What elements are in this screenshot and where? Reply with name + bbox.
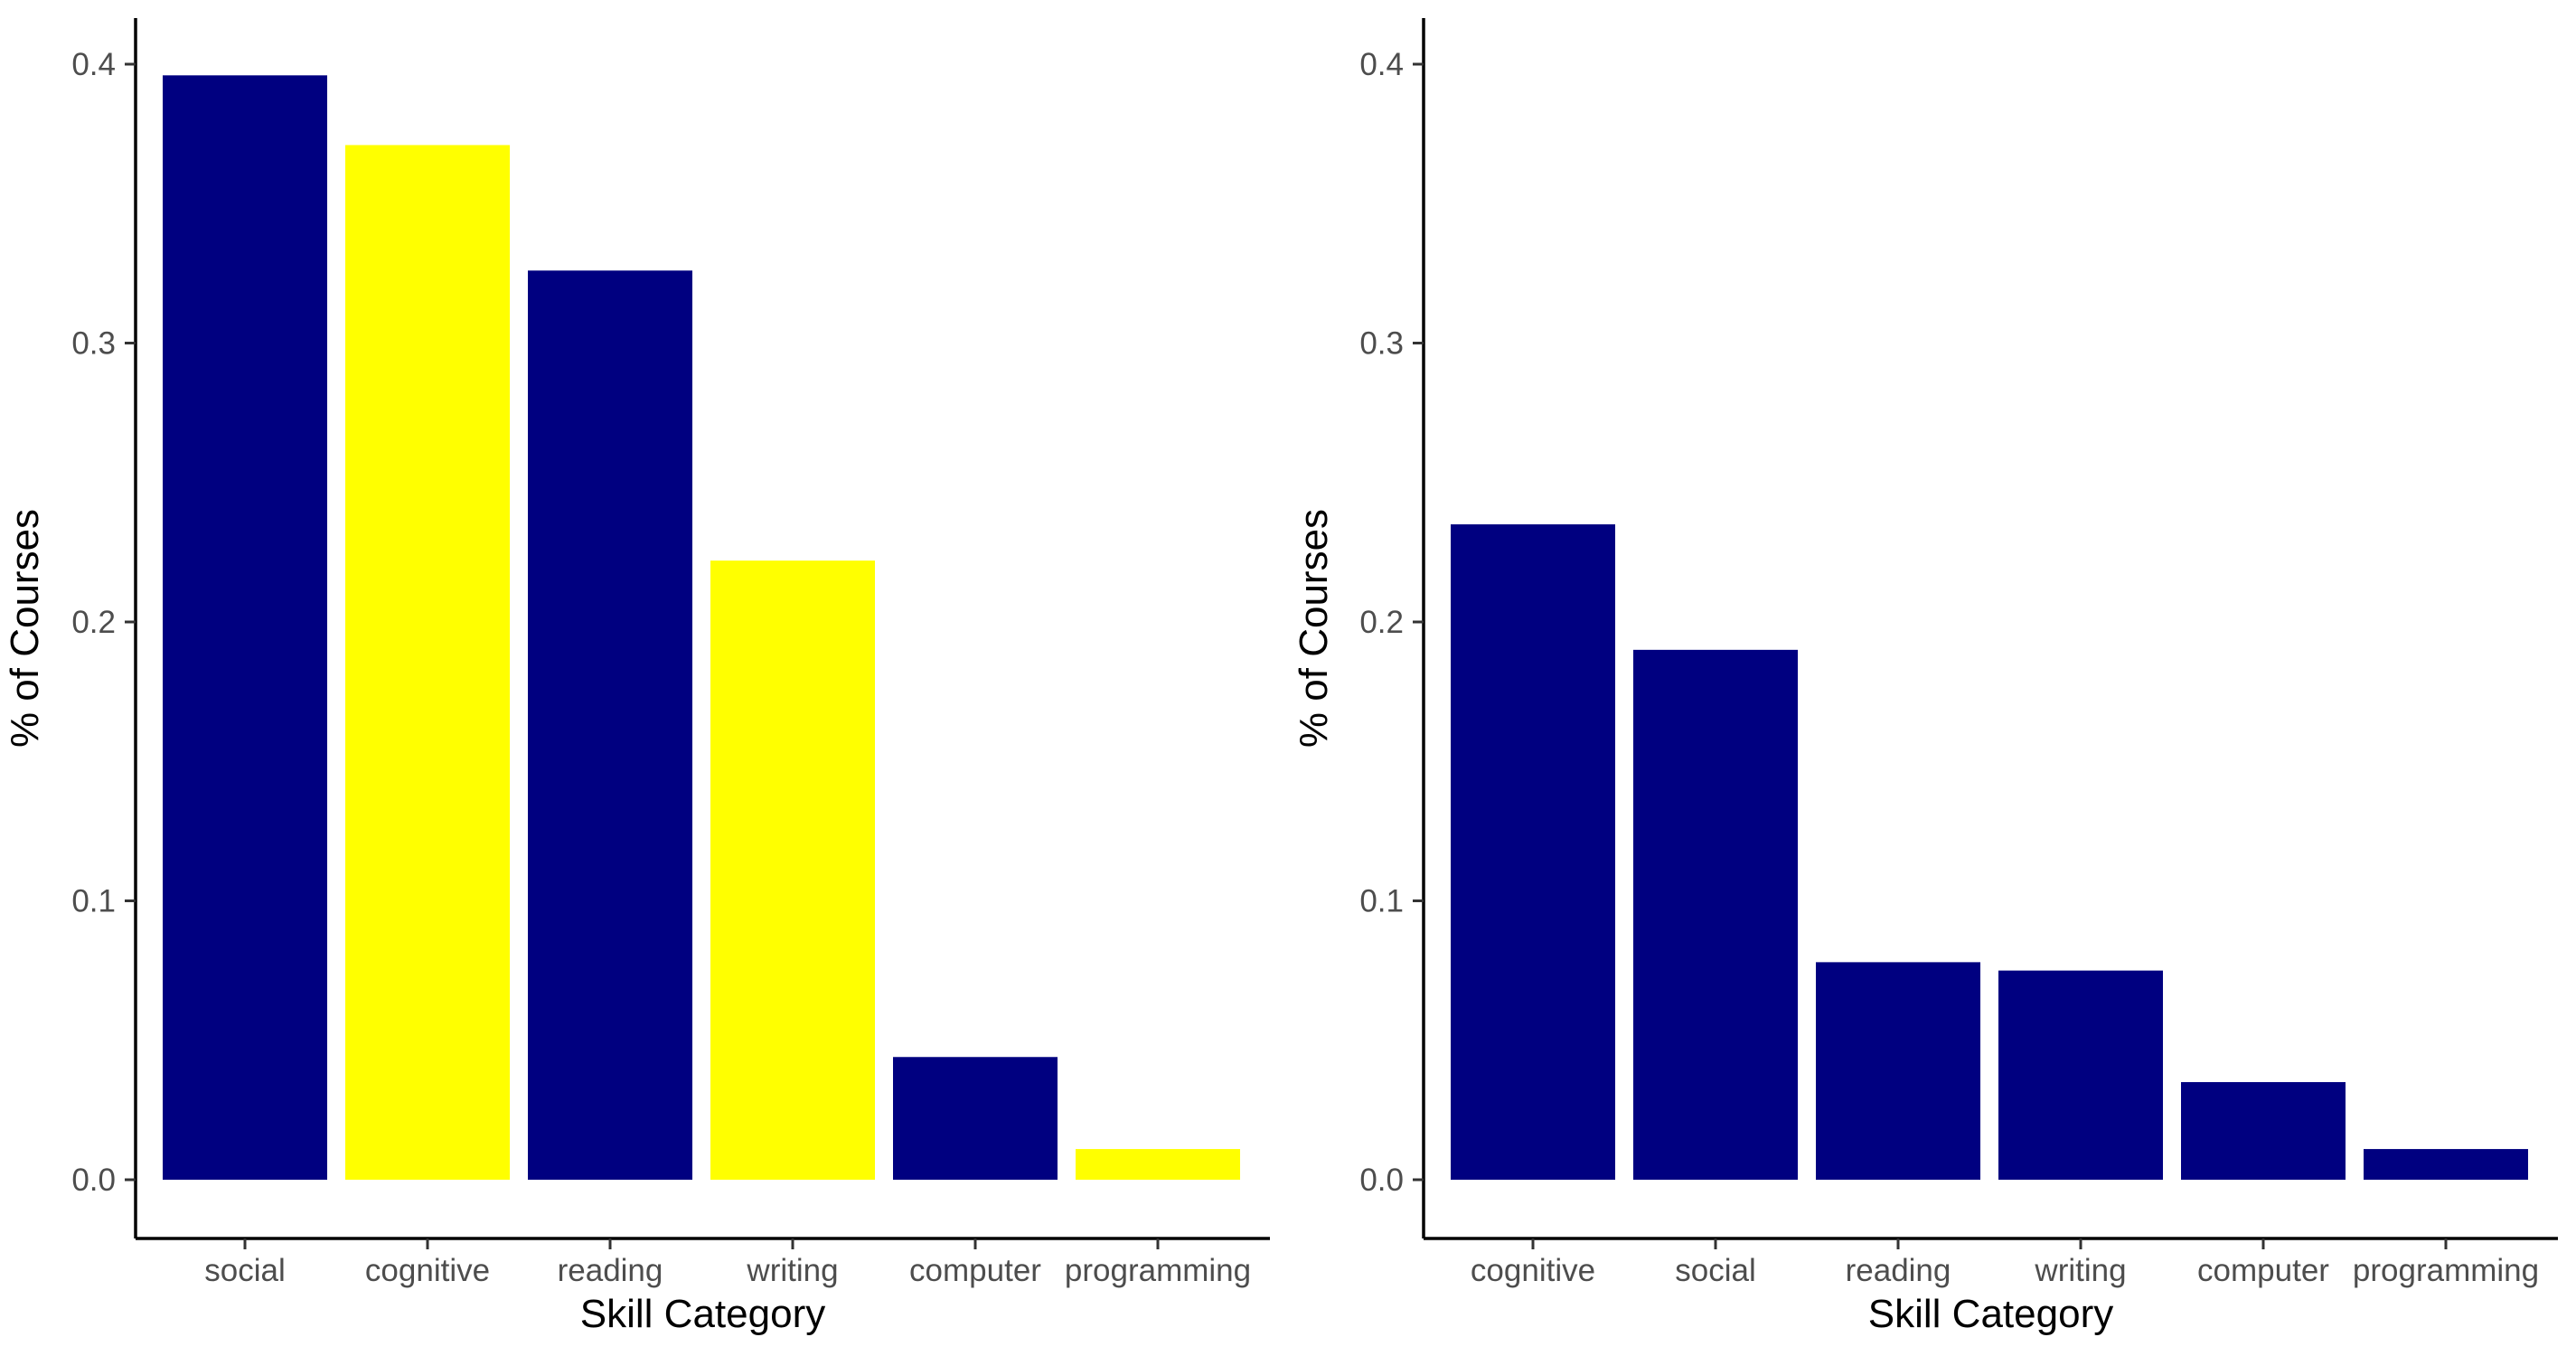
bar-reading xyxy=(528,270,692,1180)
x-tick-label-programming: programming xyxy=(1065,1253,1251,1288)
x-tick-label-social: social xyxy=(1675,1253,1755,1288)
bar-social xyxy=(163,75,327,1181)
x-tick-label-computer: computer xyxy=(2197,1253,2329,1288)
bar-social xyxy=(1633,649,1798,1180)
x-tick-label-programming: programming xyxy=(2353,1253,2539,1288)
bar-computer xyxy=(893,1057,1058,1180)
bar-programming xyxy=(1076,1149,1240,1180)
x-tick-label-reading: reading xyxy=(558,1253,663,1288)
x-tick-label-writing: writing xyxy=(746,1253,838,1288)
x-axis-title: Skill Category xyxy=(580,1292,825,1336)
y-tick-label: 0.3 xyxy=(71,326,116,362)
y-tick-label: 0.1 xyxy=(71,884,116,919)
bar-writing xyxy=(710,560,875,1180)
y-tick-label: 0.4 xyxy=(71,47,116,82)
x-axis-title: Skill Category xyxy=(1868,1292,2113,1336)
bar-computer xyxy=(2181,1082,2346,1180)
y-tick-label: 0.1 xyxy=(1359,884,1404,919)
bar-cognitive xyxy=(1451,524,1615,1180)
bar-programming xyxy=(2364,1149,2528,1180)
y-tick-label: 0.4 xyxy=(1359,47,1404,82)
bar-reading xyxy=(1816,962,1980,1180)
y-tick-label: 0.0 xyxy=(1359,1163,1404,1198)
x-tick-label-cognitive: cognitive xyxy=(1471,1253,1595,1288)
x-tick-label-reading: reading xyxy=(1846,1253,1951,1288)
y-tick-label: 0.3 xyxy=(1359,326,1404,362)
bar-cognitive xyxy=(345,145,510,1181)
bar-writing xyxy=(1998,970,2163,1180)
x-tick-label-cognitive: cognitive xyxy=(365,1253,490,1288)
y-tick-label: 0.2 xyxy=(1359,605,1404,640)
y-tick-label: 0.2 xyxy=(71,605,116,640)
x-tick-label-computer: computer xyxy=(909,1253,1041,1288)
y-axis-title: % of Courses xyxy=(1292,509,1336,748)
y-tick-label: 0.0 xyxy=(71,1163,116,1198)
y-axis-title: % of Courses xyxy=(3,509,47,748)
x-tick-label-writing: writing xyxy=(2034,1253,2126,1288)
x-tick-label-social: social xyxy=(204,1253,285,1288)
right-chart-panel: 0.0 0.1 0.2 0.3 0.4 cognitive social reading wri… xyxy=(1292,18,2558,1336)
left-chart-panel: 0.0 0.1 0.2 0.3 0.4 social cognitive reading wri… xyxy=(3,18,1270,1336)
